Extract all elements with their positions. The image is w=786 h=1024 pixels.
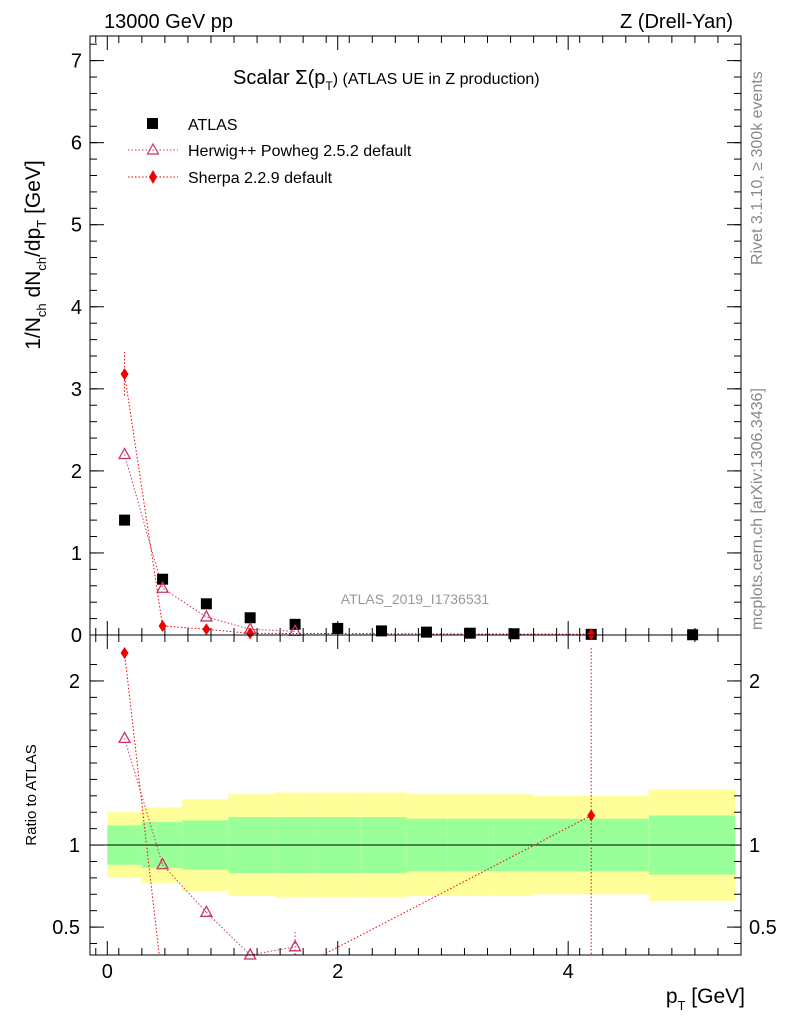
ratio-y-tick-label-0: 0.5 [52,917,80,939]
atlas-point-3 [244,612,256,624]
legend-sherpa-label: Sherpa 2.2.9 default [188,170,333,187]
mc-line-ratio-1 [322,815,592,956]
analysis-watermark: ATLAS_2019_I1736531 [341,591,490,607]
mc-line-ratio-0 [124,738,164,865]
rivet-label: Rivet 3.1.10, ≥ 300k events [749,71,766,265]
y-tick-label-4: 4 [71,297,82,319]
mcplots-label: mcplots.cern.ch [arXiv:1306.3436] [749,388,766,630]
ratio-y-tick-label-right-1: 1 [749,835,760,857]
plot-title-sub: T [325,79,333,93]
atlas-point-0 [119,514,131,526]
atlas-point-1 [157,573,169,585]
herwig-point-2 [199,609,213,622]
sherpa-point-3 [246,627,255,640]
legend-sherpa-marker [149,170,157,184]
herwig-ratio-point-2 [199,904,213,917]
mc-line-ratio-1 [124,652,160,956]
herwig-point-1 [155,580,170,593]
plot-title-suffix: ) (ATLAS UE in Z production) [333,71,540,88]
mc-line-ratio-0 [206,911,251,956]
y-tick-label-5: 5 [71,215,82,237]
herwig-ratio-point-1 [155,857,170,870]
sherpa-point-2 [202,623,211,636]
ratio-y-tick-label-2: 2 [69,671,80,693]
y-tick-label-2: 2 [71,461,82,483]
mc-line-ratio-0 [162,864,207,913]
mc-line-ratio-0 [250,946,296,956]
atlas-point-2 [200,598,212,610]
sherpa-point-0 [120,368,129,381]
ratio-y-axis-label: Ratio to ATLAS [23,744,40,845]
x-tick-label-1: 2 [332,961,343,983]
herwig-ratio-point-0 [117,731,132,744]
legend: ATLAS Herwig++ Powheg 2.5.2 default Sher… [128,117,412,187]
plot-title-prefix: Scalar Σ(p [233,67,325,89]
atlas-point-7 [420,626,432,638]
atlas-point-5 [332,622,344,634]
ratio-y-tick-label-1: 1 [69,835,80,857]
atlas-point-6 [376,625,388,637]
herwig-point-0 [117,447,132,460]
legend-herwig-label: Herwig++ Powheg 2.5.2 default [188,143,412,160]
atlas-point-8 [464,627,476,639]
herwig-ratio-point-4 [288,939,302,952]
y-tick-label-1: 1 [71,543,82,565]
ratio-y-tick-label-right-2: 2 [749,671,760,693]
legend-atlas-marker [147,118,158,129]
x-tick-label-2: 4 [563,961,574,983]
y-tick-label-3: 3 [71,379,82,401]
sherpa-point-4 [587,628,596,641]
legend-herwig-marker [146,142,160,155]
ratio-plot-frame [89,634,742,956]
sherpa-point-1 [158,619,167,632]
ratio-plot [90,635,741,960]
sherpa-ratio-point-4 [587,809,596,822]
atlas-point-9 [508,628,520,640]
y-tick-label-7: 7 [71,51,82,73]
y-tick-label-6: 6 [71,133,82,155]
process-label: Z (Drell-Yan) [620,11,733,33]
sherpa-ratio-point-0 [120,647,129,660]
plot-title: Scalar Σ(pT) (ATLAS UE in Z production) [233,67,540,93]
herwig-ratio-point-3 [243,947,257,960]
legend-atlas-label: ATLAS [188,117,238,134]
x-tick-label-0: 0 [102,961,113,983]
energy-label: 13000 GeV pp [104,11,233,33]
x-axis-label: pT [GeV] [666,985,745,1013]
main-plot [90,36,741,641]
y-axis-label: 1/Nch dNch/dpT [GeV] [22,160,49,350]
y-tick-label-0: 0 [71,625,82,647]
ratio-y-tick-label-right-0: 0.5 [749,917,777,939]
